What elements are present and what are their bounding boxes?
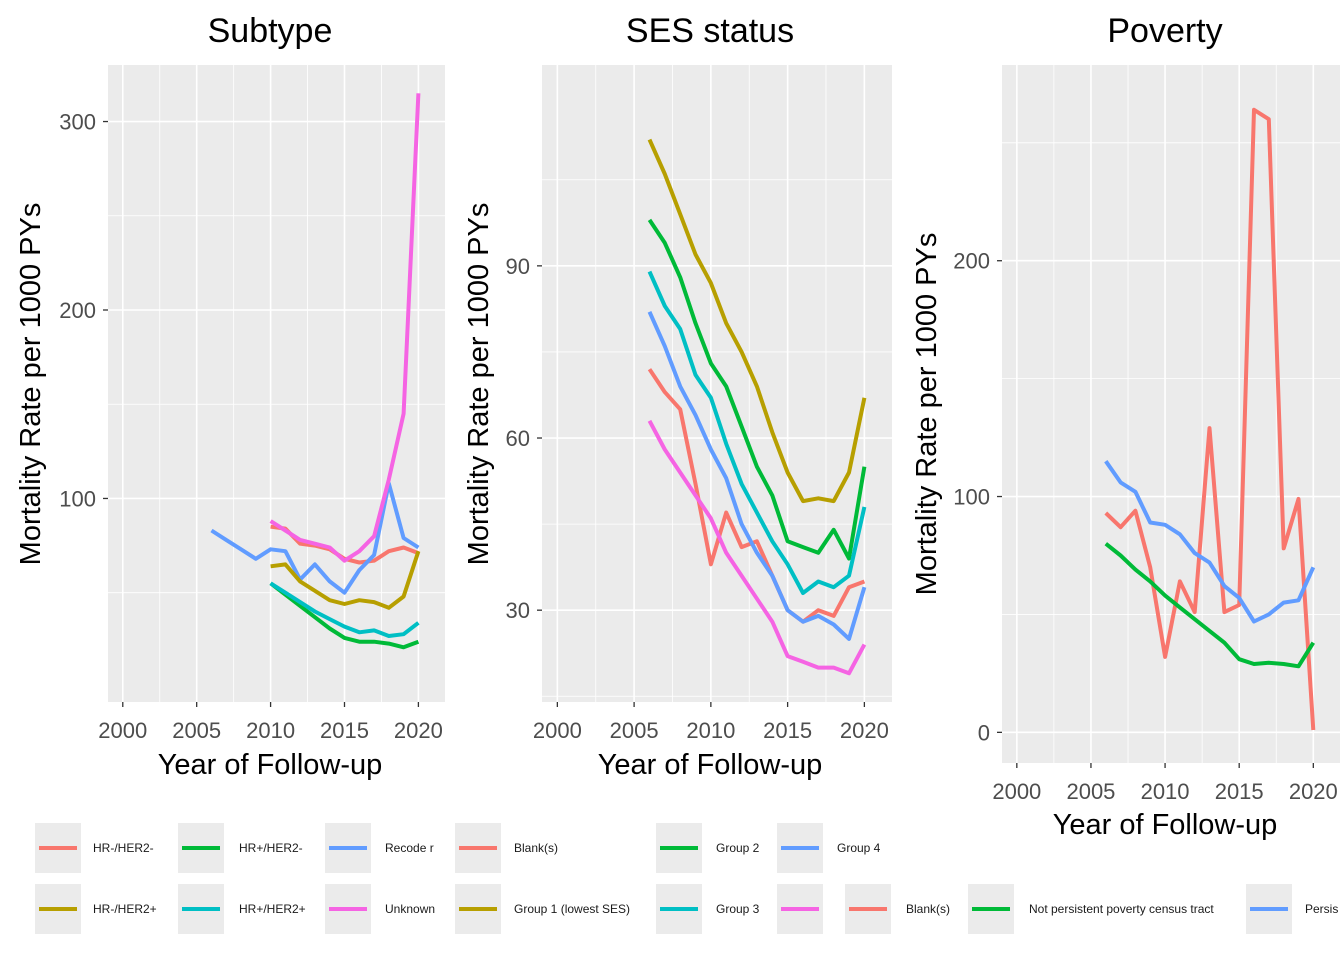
x-tick-label: 2020 — [1289, 779, 1338, 804]
x-tick-label: 2005 — [610, 718, 659, 743]
legend-item: Not persistent poverty census tract — [968, 884, 1214, 934]
legend-label: Unknown — [385, 902, 435, 916]
legend-item: Group 4 — [777, 823, 881, 873]
chart-title: SES status — [626, 12, 794, 50]
y-axis-title: Mortality Rate per 1000 PYs — [15, 203, 47, 566]
y-tick-label: 90 — [506, 254, 530, 279]
legend-item: Persis — [1246, 884, 1338, 934]
legend-item: Group 1 (lowest SES) — [455, 884, 630, 934]
legend-item: Unknown — [325, 884, 435, 934]
legend-item: Recode r — [325, 823, 434, 873]
series-line-0 — [647, 368, 866, 624]
legend-label: Recode r — [385, 841, 434, 855]
series-line-5 — [269, 93, 421, 563]
legend-item: HR+/HER2+ — [178, 884, 306, 934]
legend-item — [777, 884, 823, 934]
legend: HR-/HER2- HR+/HER2- Recode r Blank(s) Group … — [35, 823, 1338, 934]
x-tick-label: 2020 — [394, 718, 443, 743]
legend-label: HR+/HER2+ — [239, 902, 306, 916]
chart-title: Poverty — [1107, 12, 1222, 50]
series-line-2 — [1104, 460, 1316, 624]
series-line-4 — [647, 310, 867, 641]
series-line-3 — [647, 270, 867, 595]
x-tick-label: 2005 — [172, 718, 221, 743]
panel-1: 2000 2005 2010 2015 2020 30 60 90 SES status Year… — [463, 12, 892, 781]
legend-label: Group 1 (lowest SES) — [514, 902, 630, 916]
legend-item: Group 2 — [656, 823, 760, 873]
series-line-1 — [269, 581, 420, 650]
plot-background — [1002, 65, 1340, 763]
x-axis-title: Year of Follow-up — [158, 749, 383, 781]
x-tick-label: 2015 — [320, 718, 369, 743]
y-tick-label: 100 — [59, 486, 96, 511]
plot-background — [542, 65, 892, 702]
legend-label: Persis — [1305, 902, 1338, 916]
y-tick-label: 0 — [978, 720, 990, 745]
x-tick-label: 2010 — [686, 718, 735, 743]
x-tick-label: 2010 — [1141, 779, 1190, 804]
x-tick-label: 2020 — [840, 718, 889, 743]
y-axis-title: Mortality Rate per 1000 PYs — [463, 203, 495, 566]
legend-item: HR-/HER2+ — [35, 884, 157, 934]
x-tick-label: 2015 — [763, 718, 812, 743]
legend-label: HR-/HER2+ — [93, 902, 157, 916]
series-line-4 — [269, 581, 420, 638]
legend-label: Blank(s) — [906, 902, 950, 916]
panel-2: 2000 2005 2010 2015 2020 0 100 200 Poverty Year o… — [911, 12, 1340, 841]
series-line-3 — [270, 550, 421, 610]
x-tick-label: 2000 — [533, 718, 582, 743]
series-line-2 — [647, 218, 867, 561]
legend-item: Group 3 — [656, 884, 760, 934]
chart-title: Subtype — [208, 12, 333, 50]
x-axis-title: Year of Follow-up — [598, 749, 823, 781]
legend-label: Group 4 — [837, 841, 881, 855]
x-tick-label: 2015 — [1215, 779, 1264, 804]
x-axis-title: Year of Follow-up — [1053, 809, 1278, 841]
legend-item: Blank(s) — [845, 884, 950, 934]
x-tick-label: 2000 — [98, 718, 147, 743]
legend-item: Blank(s) — [455, 823, 558, 873]
legend-item: HR+/HER2- — [178, 823, 303, 873]
y-tick-label: 60 — [506, 426, 530, 451]
legend-label: Blank(s) — [514, 841, 558, 855]
series-line-1 — [1104, 542, 1315, 669]
plot-background — [108, 65, 445, 702]
x-tick-label: 2010 — [246, 718, 295, 743]
series-line-2 — [210, 481, 420, 595]
series-line-5 — [647, 419, 867, 676]
y-axis-title: Mortality Rate per 1000 PYs — [911, 233, 943, 596]
y-tick-label: 30 — [506, 598, 530, 623]
series-line-0 — [1104, 107, 1316, 731]
legend-label: Group 3 — [716, 902, 760, 916]
legend-label: Not persistent poverty census tract — [1029, 902, 1214, 916]
y-tick-label: 200 — [953, 249, 990, 274]
y-tick-label: 300 — [59, 110, 96, 135]
panel-0: 2000 2005 2010 2015 2020 100 200 300 Subtype Year… — [15, 12, 445, 781]
y-tick-label: 100 — [953, 485, 990, 510]
legend-item: HR-/HER2- — [35, 823, 154, 873]
x-tick-label: 2000 — [992, 779, 1041, 804]
x-tick-label: 2005 — [1066, 779, 1115, 804]
legend-label: HR+/HER2- — [239, 841, 303, 855]
legend-label: HR-/HER2- — [93, 841, 154, 855]
y-tick-label: 200 — [59, 298, 96, 323]
legend-label: Group 2 — [716, 841, 760, 855]
series-line-1 — [647, 138, 867, 504]
